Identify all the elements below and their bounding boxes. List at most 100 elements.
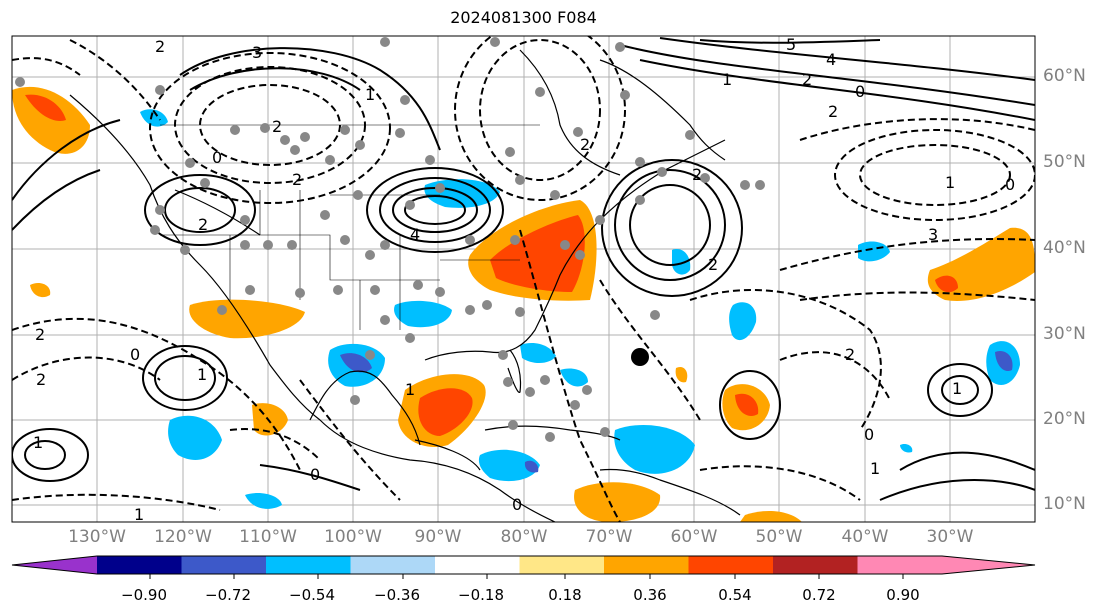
colorbar-tick-label: −0.36: [374, 586, 420, 604]
contour-label: 3: [252, 43, 262, 62]
contour-label: 2: [36, 370, 46, 389]
shade-strong-gulf: [418, 388, 473, 436]
shade-positive-south-atlantic: [740, 510, 802, 522]
colorbar-segment: [604, 556, 689, 574]
colorbar-tick-label: 0.72: [802, 586, 836, 604]
colorbar-segment: [97, 556, 182, 574]
colorbar-tick-label: −0.54: [289, 586, 335, 604]
contour-label: 1: [33, 433, 43, 452]
contour-label: 4: [826, 50, 836, 69]
shade-negative-east-pacific: [168, 415, 222, 460]
lon-label-80w: 80°W: [500, 527, 548, 547]
hurricane-center-marker: [631, 348, 649, 366]
contour-label: 2: [580, 135, 590, 154]
contour-label: 2: [802, 70, 812, 89]
contour-label: 0: [212, 148, 222, 167]
contour-label: 0: [864, 425, 874, 444]
shade-negative-atlantic-2: [672, 249, 691, 275]
contour-label: 4: [410, 225, 420, 244]
contour-label: 1: [870, 459, 880, 478]
contour-label: 0: [130, 345, 140, 364]
contour-label: 1: [405, 380, 415, 399]
contour-label: 2: [828, 102, 838, 121]
lat-label-40n: 40°N: [1043, 238, 1086, 258]
contour-label: 2: [155, 37, 165, 56]
contour-label: 0: [1005, 175, 1015, 194]
dashed-contours: [12, 36, 1035, 522]
contour-label: 1: [722, 70, 732, 89]
lat-label-20n: 20°N: [1043, 409, 1086, 429]
contour-label: 2: [198, 215, 208, 234]
shade-strong-negative-plains: [340, 353, 372, 373]
shade-negative-central-america: [478, 449, 540, 482]
contour-label: 1: [365, 85, 375, 104]
colorbar-tick-label: 0.90: [886, 586, 920, 604]
lon-label-60w: 60°W: [670, 527, 718, 547]
contour-label: 1: [134, 505, 144, 524]
colorbar: [11, 555, 1036, 579]
colorbar-tick-label: −0.90: [121, 586, 167, 604]
contour-label: 2: [272, 117, 282, 136]
shade-negative-small-2: [245, 493, 282, 509]
station-dots: [15, 37, 765, 442]
contour-label: 1: [197, 365, 207, 384]
lon-label-50w: 50°W: [755, 527, 803, 547]
colorbar-segment: [688, 556, 773, 574]
shade-strong-alaska: [25, 94, 66, 121]
colorbar-extend-high: [942, 556, 1035, 574]
shade-negative-gulf: [394, 300, 452, 328]
contour-label: 3: [928, 225, 938, 244]
lat-label-30n: 30°N: [1043, 324, 1086, 344]
shade-strong-negative-east-atlantic: [995, 350, 1013, 372]
shade-negative-pacific-nw: [140, 109, 168, 127]
shade-negative-mid-atlantic: [729, 302, 757, 341]
lat-label-50n: 50°N: [1043, 152, 1086, 172]
shade-positive-south-america: [574, 482, 661, 522]
lon-label-40w: 40°W: [841, 527, 889, 547]
map-title: 2024081300 F084: [450, 8, 597, 27]
shade-negative-small: [560, 368, 588, 387]
colorbar-segment: [857, 556, 942, 574]
lon-label-110w: 110°W: [239, 527, 297, 547]
lon-label-30w: 30°W: [926, 527, 974, 547]
contour-label: 0: [512, 495, 522, 514]
lon-label-120w: 120°W: [154, 527, 212, 547]
contour-label: 0: [310, 465, 320, 484]
contour-label: 2: [845, 345, 855, 364]
colorbar-tick-label: 0.54: [718, 586, 752, 604]
colorbar-segment: [350, 556, 435, 574]
lon-label-90w: 90°W: [414, 527, 462, 547]
contour-labels: 3 2 1 5 4 2 1 2 1 3 1 1 2 2 0 2 1 2 4 2 …: [33, 35, 1015, 524]
shade-positive-small: [30, 283, 51, 298]
shade-strong-negative-ca: [524, 460, 539, 473]
colorbar-tick-label: −0.18: [458, 586, 504, 604]
colorbar-segment: [181, 556, 266, 574]
contour-label: 2: [708, 255, 718, 274]
lat-label-60n: 60°N: [1043, 66, 1086, 86]
solid-contours: [12, 37, 1035, 501]
contour-label: 1: [945, 173, 955, 192]
colorbar-tick-label: −0.72: [205, 586, 251, 604]
colorbar-extend-low: [12, 556, 97, 574]
colorbar-segment: [266, 556, 351, 574]
contour-label: 2: [35, 325, 45, 344]
contour-label: 2: [692, 165, 702, 184]
shade-negative-small-3: [900, 443, 913, 453]
lon-label-100w: 100°W: [324, 527, 382, 547]
shade-negative-florida: [520, 343, 556, 364]
shade-positive-small-2: [675, 366, 688, 383]
colorbar-tick-label: 0.18: [548, 586, 582, 604]
colorbar-segment: [773, 556, 858, 574]
contour-label: 2: [292, 170, 302, 189]
colorbar-segment: [435, 556, 520, 574]
map-frame: [11, 35, 1036, 523]
colorbar-segment: [519, 556, 604, 574]
colorbar-tick-label: 0.36: [633, 586, 667, 604]
lon-label-70w: 70°W: [585, 527, 633, 547]
shade-strong-mid-atlantic: [735, 393, 759, 416]
contour-label: 0: [855, 82, 865, 101]
lat-label-10n: 10°N: [1043, 494, 1086, 514]
shade-negative-caribbean: [614, 425, 695, 474]
contour-label: 5: [786, 35, 796, 54]
